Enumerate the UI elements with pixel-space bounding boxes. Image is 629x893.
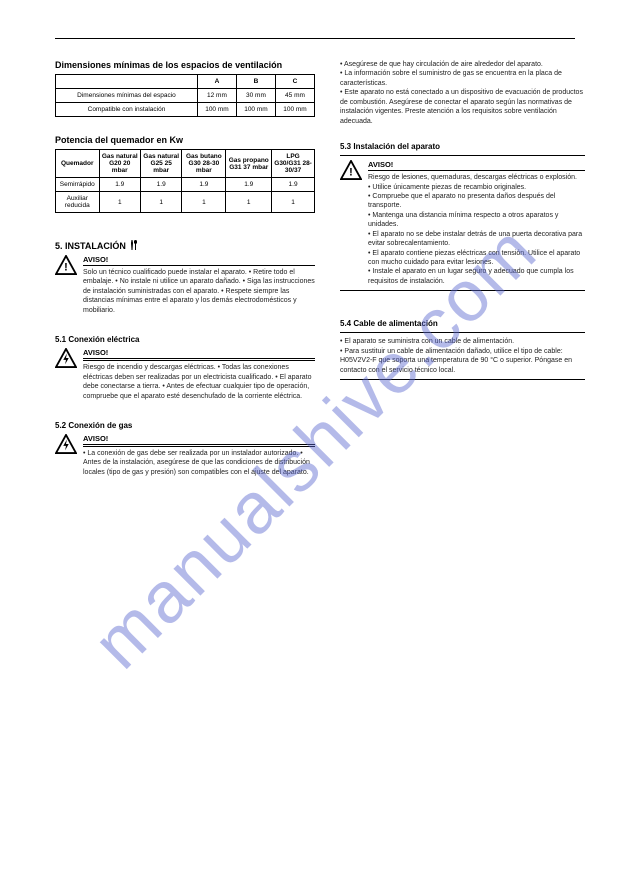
warning-title: AVISO!: [83, 255, 315, 266]
section-5-4-heading: 5.4 Cable de alimentación: [340, 319, 585, 328]
t2-r1c1: 1.9: [99, 178, 140, 192]
svg-text:!: !: [349, 167, 353, 179]
t2-r2c5: 1: [272, 192, 315, 213]
section-5-3-heading: 5.3 Instalación del aparato: [340, 142, 585, 151]
t1-r2c3: 100 mm: [275, 103, 314, 117]
t2-h1: Gas natural G20 20 mbar: [99, 150, 140, 178]
t1-r1c0: Dimensiones mínimas del espacio: [56, 89, 198, 103]
t2-r2c3: 1: [182, 192, 226, 213]
warning-install: ! AVISO! Solo un técnico cualificado pue…: [55, 255, 315, 315]
t1-h2: B: [236, 75, 275, 89]
section-5-1-heading: 5.1 Conexión eléctrica: [55, 335, 315, 344]
t2-r1c0: Semirrápido: [56, 178, 100, 192]
warning-body: Solo un técnico cualificado puede instal…: [83, 268, 315, 315]
t2-r2c4: 1: [226, 192, 272, 213]
section-5-heading: 5. INSTALACIÓN: [55, 239, 315, 251]
tools-icon: [128, 241, 140, 251]
t1-r1c1: 12 mm: [197, 89, 236, 103]
t2-r1c2: 1.9: [140, 178, 181, 192]
t2-h3: Gas butano G30 28-30 mbar: [182, 150, 226, 178]
svg-text:!: !: [64, 261, 68, 273]
t2-h0: Quemador: [56, 150, 100, 178]
rule: [340, 155, 585, 156]
warning-bolt-icon: [55, 434, 77, 477]
t2-h2: Gas natural G25 25 mbar: [140, 150, 181, 178]
warning-body: Riesgo de lesiones, quemaduras, descarga…: [368, 173, 585, 286]
warning-title: AVISO!: [83, 434, 315, 447]
page: { "watermark": "manualshive.com", "left"…: [0, 0, 629, 893]
t1-r2c0: Compatible con instalación: [56, 103, 198, 117]
rule: [340, 379, 585, 380]
t2-r2c0: Auxiliar reducida: [56, 192, 100, 213]
t2-r1c5: 1.9: [272, 178, 315, 192]
t1-h1: A: [197, 75, 236, 89]
t2-r2c1: 1: [99, 192, 140, 213]
warning-bolt-icon: [55, 348, 77, 401]
warning-body: Riesgo de incendio y descargas eléctrica…: [83, 363, 315, 401]
warning-triangle-icon: !: [340, 160, 362, 286]
t2-h4: Gas propano G31 37 mbar: [226, 150, 272, 178]
t1-r2c1: 100 mm: [197, 103, 236, 117]
rule: [340, 332, 585, 333]
warning-electric: AVISO! Riesgo de incendio y descargas el…: [55, 348, 315, 401]
t2-r2c2: 1: [140, 192, 181, 213]
section-5-title: 5. INSTALACIÓN: [55, 241, 126, 251]
section-5-2-heading: 5.2 Conexión de gas: [55, 421, 315, 430]
table1-title: Dimensiones mínimas de los espacios de v…: [55, 60, 315, 70]
warning-body: • La conexión de gas debe ser realizada …: [83, 449, 315, 477]
table-burner-power: Quemador Gas natural G20 20 mbar Gas nat…: [55, 149, 315, 213]
table-ventilation: A B C Dimensiones mínimas del espacio 12…: [55, 74, 315, 117]
section-5-4-body: • El aparato se suministra con un cable …: [340, 337, 585, 375]
rule: [340, 290, 585, 291]
right-intro-text: • Asegúrese de que hay circulación de ai…: [340, 60, 585, 126]
t2-h5: LPG G30/G31 28-30/37: [272, 150, 315, 178]
t2-r1c4: 1.9: [226, 178, 272, 192]
t1-h3: C: [275, 75, 314, 89]
t1-h0: [56, 75, 198, 89]
right-column: • Asegúrese de que hay circulación de ai…: [340, 60, 585, 384]
t1-r1c3: 45 mm: [275, 89, 314, 103]
t2-r1c3: 1.9: [182, 178, 226, 192]
t1-r2c2: 100 mm: [236, 103, 275, 117]
warning-title: AVISO!: [83, 348, 315, 361]
warning-title: AVISO!: [368, 160, 585, 171]
header-rule: [55, 38, 575, 39]
t1-r1c2: 30 mm: [236, 89, 275, 103]
left-column: Dimensiones mínimas de los espacios de v…: [55, 60, 315, 481]
table2-title: Potencia del quemador en Kw: [55, 135, 315, 145]
warning-triangle-icon: !: [55, 255, 77, 315]
warning-gas: AVISO! • La conexión de gas debe ser rea…: [55, 434, 315, 477]
warning-appliance-install: ! AVISO! Riesgo de lesiones, quemaduras,…: [340, 160, 585, 286]
